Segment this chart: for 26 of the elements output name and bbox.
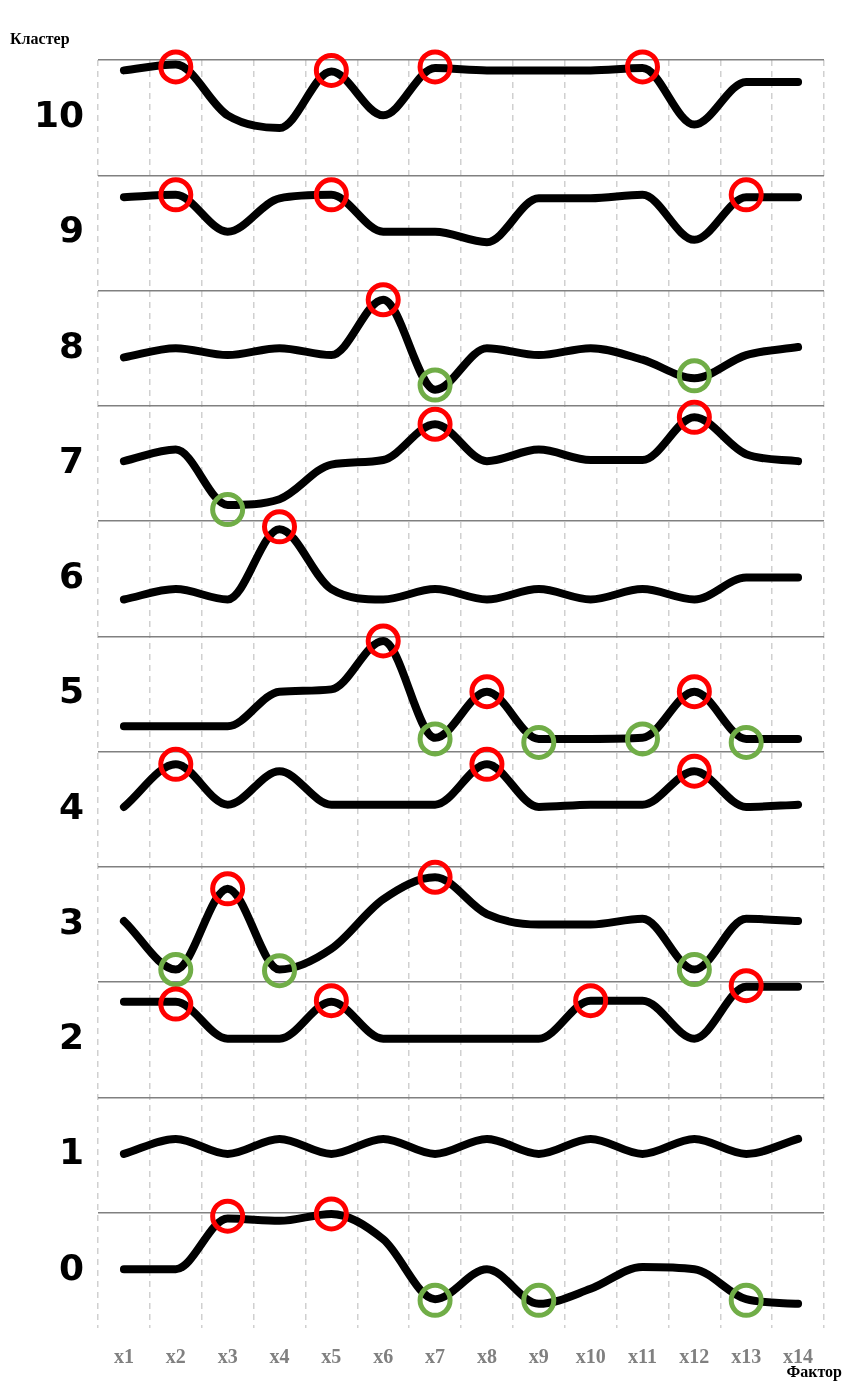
y-tick-label: 10 [33,94,84,135]
x-axis-title: Фактор [786,1363,843,1382]
x-tick-label: x6 [373,1345,394,1368]
y-tick-label: 3 [58,900,84,942]
x-tick-label: x3 [217,1345,238,1368]
y-tick-label: 6 [58,555,84,597]
y-tick-label: 0 [58,1246,84,1288]
x-tick-label: x10 [575,1345,606,1368]
y-tick-label: 1 [58,1131,84,1173]
x-tick-label: x8 [476,1345,497,1368]
x-tick-label: x12 [679,1345,710,1368]
y-tick-label: 9 [58,209,84,251]
y-tick-label: 8 [58,324,84,366]
y-tick-label: 2 [58,1016,84,1058]
y-axis-title: Кластер [10,30,70,49]
x-tick-label: x1 [113,1345,134,1368]
x-tick-label: x7 [425,1345,446,1368]
x-tick-label: x5 [321,1345,342,1368]
y-tick-label: 5 [58,670,84,712]
y-tick-label: 7 [58,439,84,481]
y-tick-label: 4 [58,785,84,827]
x-tick-label: x2 [165,1345,186,1368]
x-tick-label: x4 [269,1345,290,1368]
x-tick-label: x11 [628,1345,657,1368]
x-tick-label: x9 [528,1345,549,1368]
x-tick-label: x13 [731,1345,762,1368]
